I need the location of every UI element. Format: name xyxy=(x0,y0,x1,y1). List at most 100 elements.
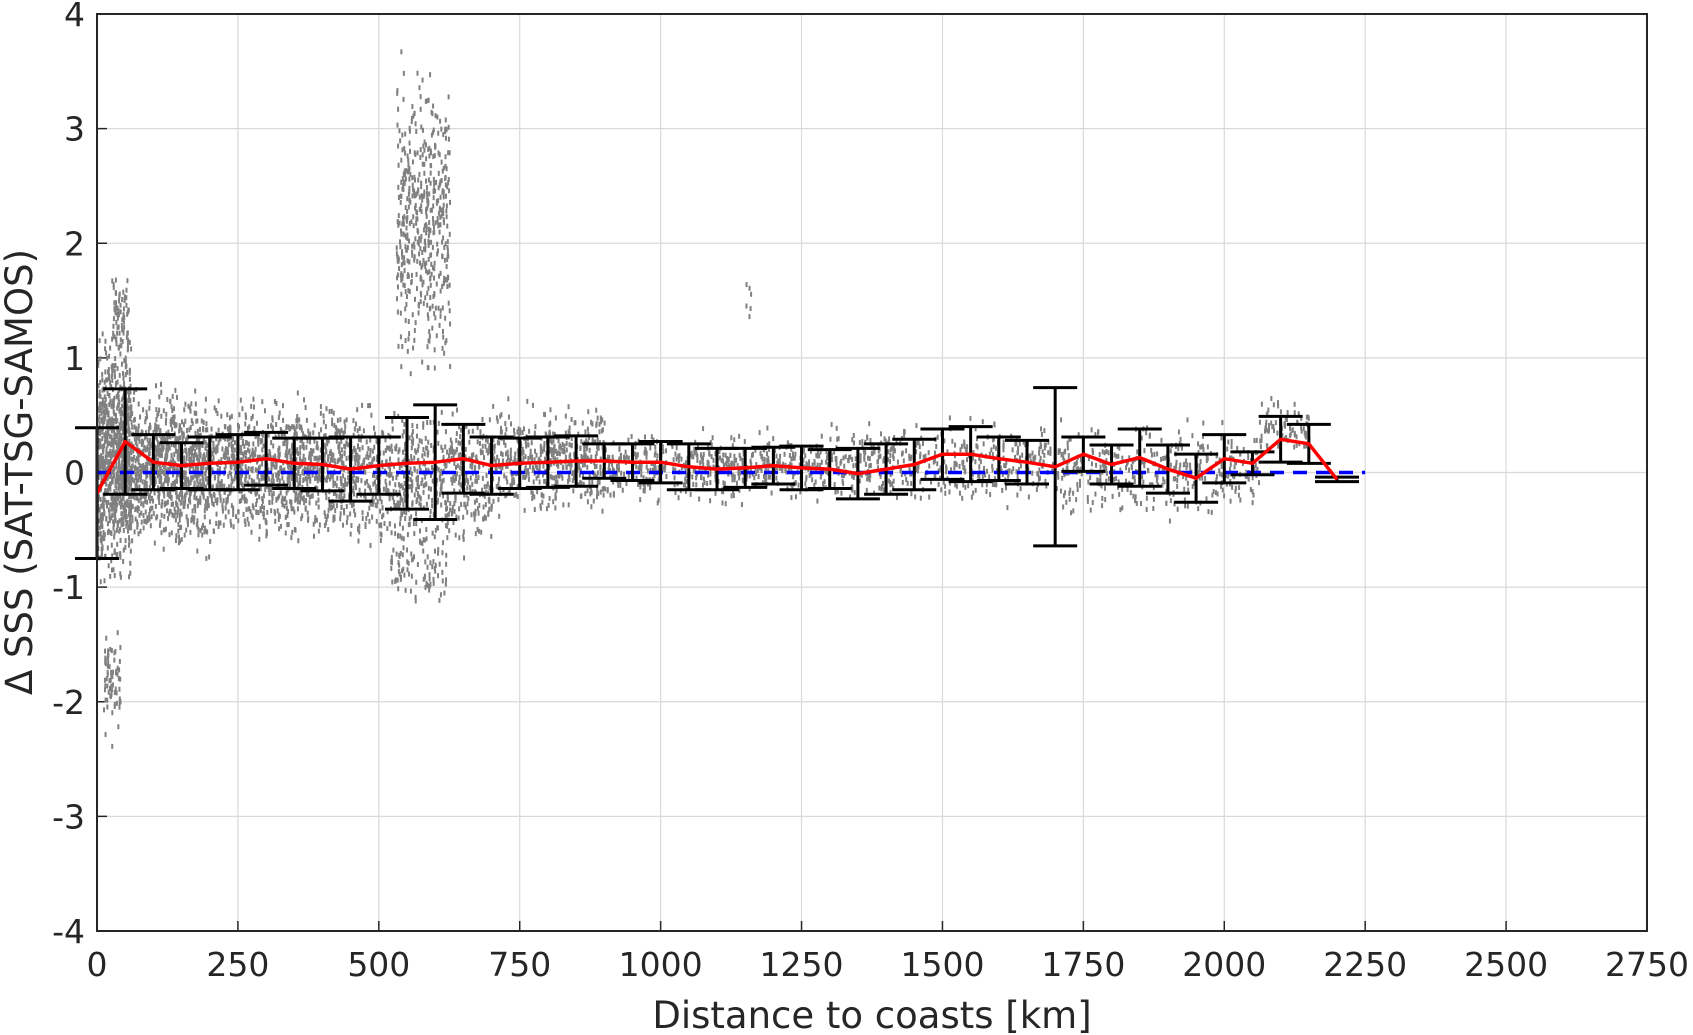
scatter-point xyxy=(454,449,457,455)
scatter-point xyxy=(488,506,491,512)
scatter-point xyxy=(327,507,330,513)
scatter-point xyxy=(503,473,506,479)
scatter-point xyxy=(514,451,517,457)
scatter-point xyxy=(126,528,129,534)
scatter-point xyxy=(568,442,571,448)
scatter-point xyxy=(106,419,109,425)
scatter-point xyxy=(132,397,135,403)
scatter-point xyxy=(226,446,229,452)
scatter-point xyxy=(627,471,630,477)
scatter-point xyxy=(548,429,551,435)
scatter-point xyxy=(110,506,113,512)
scatter-point xyxy=(393,523,396,529)
scatter-point xyxy=(101,429,104,435)
scatter-point xyxy=(184,479,187,485)
scatter-point xyxy=(128,475,131,481)
scatter-point xyxy=(986,468,989,474)
scatter-point xyxy=(905,476,908,482)
scatter-point xyxy=(178,423,181,429)
scatter-point xyxy=(331,504,334,510)
scatter-point xyxy=(540,492,543,498)
scatter-point xyxy=(597,491,600,497)
scatter-point xyxy=(164,500,167,506)
scatter-point xyxy=(280,498,283,504)
scatter-point xyxy=(123,507,126,513)
scatter-point xyxy=(671,443,674,449)
scatter-point xyxy=(181,430,184,436)
scatter-point xyxy=(364,496,367,502)
scatter-point xyxy=(149,445,152,451)
scatter-point xyxy=(737,470,740,476)
scatter-point xyxy=(185,489,188,495)
scatter-point xyxy=(323,522,326,528)
scatter-point xyxy=(982,441,985,447)
scatter-point xyxy=(150,475,153,481)
scatter-point xyxy=(118,482,121,488)
scatter-point xyxy=(730,471,733,477)
scatter-point xyxy=(101,515,104,521)
scatter-point xyxy=(122,521,125,527)
scatter-point xyxy=(549,407,552,413)
scatter-point xyxy=(274,518,277,524)
scatter-point xyxy=(306,477,309,483)
scatter-point xyxy=(175,533,178,539)
scatter-point xyxy=(471,481,474,487)
scatter-point xyxy=(983,465,986,471)
scatter-point xyxy=(175,436,178,442)
scatter-point xyxy=(360,478,363,484)
scatter-point xyxy=(843,463,846,469)
scatter-point xyxy=(254,434,257,440)
scatter-point xyxy=(270,484,273,490)
scatter-point xyxy=(134,507,137,513)
scatter-point xyxy=(309,431,312,437)
scatter-point xyxy=(115,451,118,457)
scatter-point xyxy=(602,485,605,491)
scatter-point xyxy=(498,476,501,482)
scatter-point xyxy=(646,468,649,474)
scatter-point xyxy=(373,456,376,462)
scatter-point xyxy=(401,525,404,531)
scatter-point xyxy=(839,460,842,466)
scatter-point xyxy=(129,431,132,437)
scatter-point xyxy=(500,425,503,431)
scatter-point xyxy=(469,475,472,481)
scatter-point xyxy=(204,440,207,446)
scatter-point xyxy=(485,447,488,453)
scatter-point xyxy=(1044,478,1047,484)
scatter-point xyxy=(388,521,391,527)
scatter-point xyxy=(382,431,385,437)
scatter-point xyxy=(400,483,403,489)
scatter-point xyxy=(154,503,157,509)
scatter-point xyxy=(516,458,519,464)
scatter-point xyxy=(128,438,131,444)
scatter-point xyxy=(100,503,103,509)
scatter-point xyxy=(197,526,200,532)
scatter-point xyxy=(111,377,114,383)
scatter-point xyxy=(584,452,587,458)
scatter-point xyxy=(459,465,462,471)
scatter-point xyxy=(703,480,706,486)
scatter-point xyxy=(351,449,354,455)
scatter-point xyxy=(444,444,447,450)
scatter-point xyxy=(119,498,122,504)
scatter-point xyxy=(255,502,258,508)
scatter-point xyxy=(400,512,403,518)
scatter-point xyxy=(325,495,328,501)
scatter-point xyxy=(100,418,103,424)
scatter-point xyxy=(103,536,106,542)
scatter-point xyxy=(217,479,220,485)
scatter-point xyxy=(130,409,133,415)
scatter-point xyxy=(121,397,124,403)
scatter-point xyxy=(528,428,531,434)
scatter-point xyxy=(115,527,118,533)
scatter-point xyxy=(217,427,220,433)
scatter-point xyxy=(216,500,219,506)
scatter-point xyxy=(766,460,769,466)
scatter-point xyxy=(908,453,911,459)
scatter-point xyxy=(595,407,598,413)
scatter-point xyxy=(278,478,281,484)
scatter-point xyxy=(251,447,254,453)
scatter-point xyxy=(187,478,190,484)
scatter-point xyxy=(278,452,281,458)
scatter-point xyxy=(295,431,298,437)
